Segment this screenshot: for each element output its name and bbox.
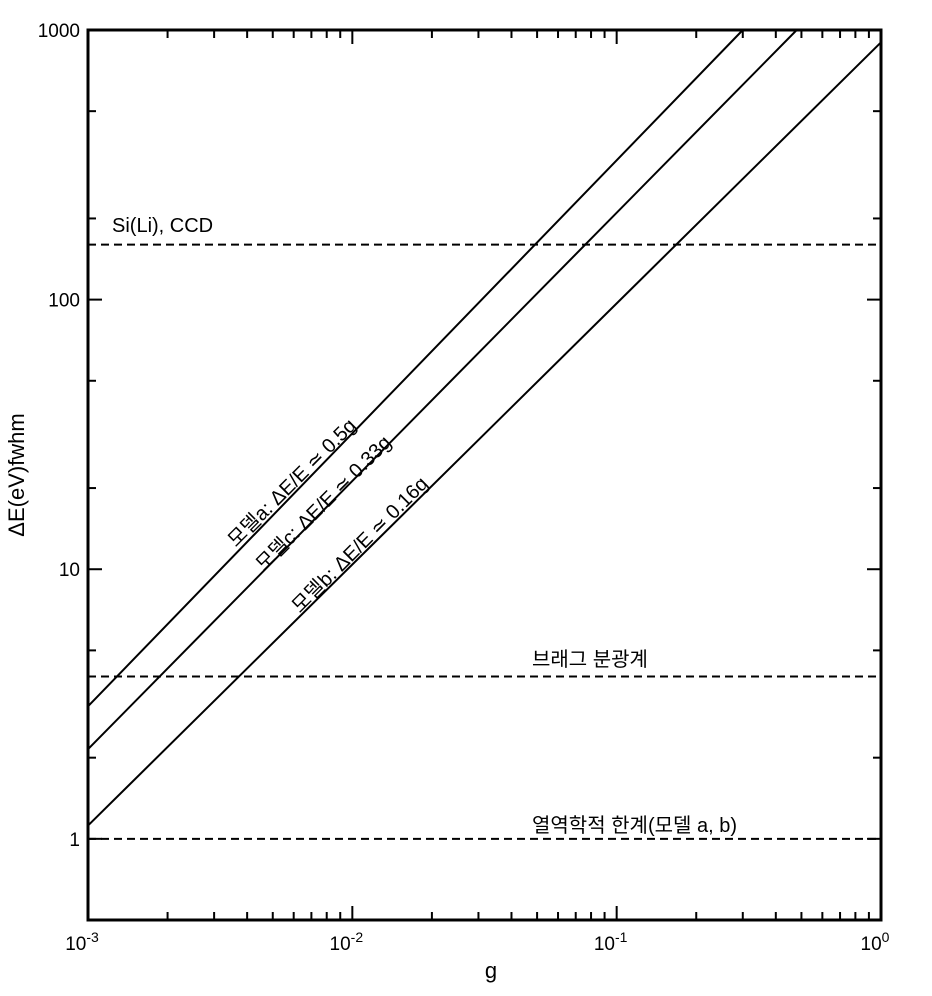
series-lines [87,29,882,827]
ref-label-sili-ccd: Si(Li), CCD [112,215,213,237]
ref-label-bragg: 브래그 분광계 [532,648,648,671]
reference-lines [88,243,881,840]
series-label-model-b: 모델b: ΔE/E ≃ 0.16g [287,472,432,617]
x-tick-label: 10-2 [330,929,364,955]
y-tick-label: 1 [69,830,80,851]
series-line [87,41,882,827]
y-tick-label: 1000 [38,21,80,42]
ticks [87,29,882,921]
x-axis-label: g [485,958,497,983]
x-tick-label: 10-1 [594,929,628,955]
tick-labels: 1 10 100 1000 10-3 10-2 10-1 100 [38,21,890,955]
y-axis-label: ΔE(eV)fwhm [4,413,29,537]
x-tick-label: 100 [861,929,890,955]
y-tick-label: 100 [48,291,80,312]
y-tick-label: 10 [59,560,80,581]
series-line [87,29,744,708]
series-line [87,29,798,750]
plot-frame [86,28,883,922]
ref-label-thermo-limit: 열역학적 한계(모델 a, b) [532,814,737,837]
x-tick-label: 10-3 [65,929,99,955]
